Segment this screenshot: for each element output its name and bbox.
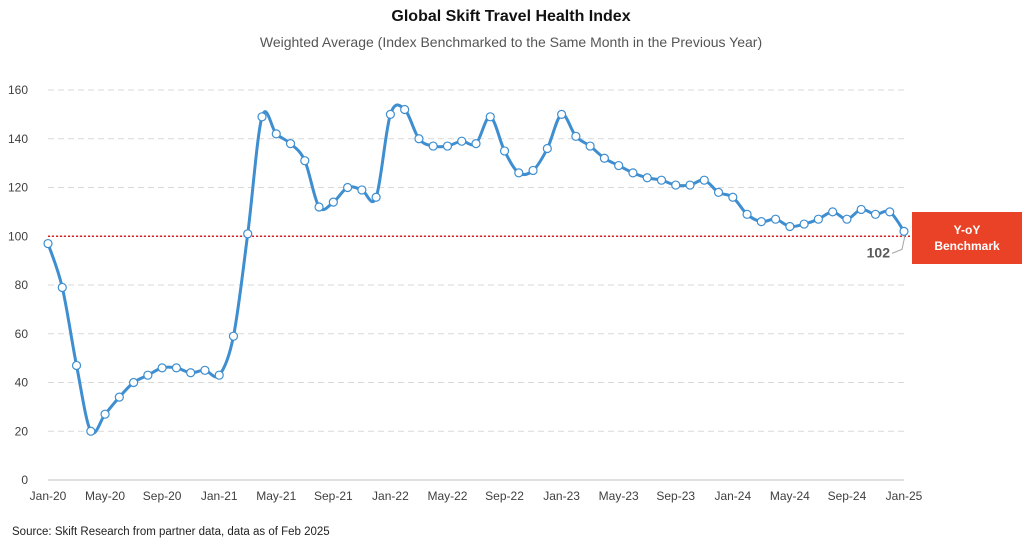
data-point [514, 168, 524, 178]
data-point [228, 331, 239, 341]
data-point [713, 187, 724, 197]
chart-title: Global Skift Travel Health Index [391, 8, 631, 25]
x-tick-label: Jan-24 [714, 489, 751, 503]
source-note: Source: Skift Research from partner data… [12, 526, 330, 538]
x-tick-label: May-22 [427, 489, 467, 503]
x-tick-label: Jan-25 [886, 489, 923, 503]
x-tick-label: Jan-22 [372, 489, 409, 503]
data-point [485, 112, 495, 122]
data-point [100, 409, 110, 419]
data-point [114, 392, 124, 402]
data-point [257, 112, 267, 122]
data-point [828, 207, 838, 217]
data-point [599, 153, 610, 163]
y-tick-label: 120 [8, 181, 28, 195]
data-point [842, 214, 852, 224]
data-point [86, 426, 96, 436]
benchmark-badge-line2: Benchmark [934, 239, 1000, 253]
data-point [685, 180, 695, 190]
data-point [614, 160, 624, 171]
data-point [428, 141, 438, 151]
data-point [856, 204, 866, 215]
data-point [129, 377, 139, 388]
data-point [770, 214, 781, 224]
x-tick-label: May-24 [770, 489, 810, 503]
x-tick-label: May-20 [85, 489, 125, 503]
data-point [57, 282, 67, 293]
data-point [400, 104, 410, 115]
x-tick-label: Jan-20 [30, 489, 67, 503]
y-tick-label: 60 [15, 327, 29, 341]
data-point [300, 156, 310, 166]
x-tick-label: Jan-23 [543, 489, 580, 503]
y-tick-label: 160 [8, 83, 28, 97]
data-point [171, 363, 181, 373]
series-line [46, 103, 906, 435]
x-tick-label: Sep-23 [656, 489, 695, 503]
data-point [328, 197, 338, 207]
data-point [656, 175, 667, 185]
x-tick-label: Jan-21 [201, 489, 238, 503]
last-value-leader [891, 235, 906, 254]
data-point [699, 175, 709, 185]
data-point [885, 207, 895, 217]
data-point [157, 363, 167, 373]
x-tick-label: May-21 [256, 489, 296, 503]
x-tick-label: Sep-24 [828, 489, 867, 503]
data-point [499, 146, 510, 156]
data-point [471, 139, 481, 149]
data-point [742, 209, 752, 219]
data-point [813, 214, 824, 224]
data-point [214, 370, 224, 380]
data-point [628, 168, 638, 178]
data-point [756, 217, 766, 227]
data-point [899, 226, 909, 236]
y-tick-label: 140 [8, 132, 28, 146]
data-point [285, 139, 296, 149]
data-point [671, 180, 681, 190]
x-tick-label: Sep-20 [143, 489, 182, 503]
y-tick-label: 40 [15, 376, 29, 390]
data-point [799, 219, 809, 229]
y-tick-label: 0 [21, 473, 28, 487]
data-point [585, 141, 595, 151]
data-point [314, 202, 324, 212]
y-tick-label: 20 [15, 424, 29, 438]
data-point [200, 365, 210, 375]
chart-subtitle: Weighted Average (Index Benchmarked to t… [259, 34, 763, 50]
last-value-label: 102 [867, 244, 891, 260]
data-point [43, 238, 53, 249]
data-point [556, 109, 567, 119]
data-point [642, 173, 652, 183]
data-point [143, 370, 153, 380]
data-point [870, 209, 881, 219]
benchmark-badge: Y-oY Benchmark [912, 212, 1022, 264]
data-point [457, 136, 467, 146]
data-point [728, 192, 738, 202]
data-point [414, 134, 424, 144]
data-point [343, 182, 353, 193]
data-point [528, 165, 538, 176]
x-tick-label: Sep-22 [485, 489, 524, 503]
data-point [371, 192, 381, 202]
data-point [357, 185, 367, 195]
y-tick-label: 80 [15, 278, 29, 292]
x-tick-label: Sep-21 [314, 489, 353, 503]
data-point [271, 129, 281, 139]
data-point [785, 221, 795, 232]
data-point [186, 368, 196, 378]
data-point [571, 131, 581, 141]
data-point [71, 360, 82, 371]
data-point [243, 229, 253, 239]
y-tick-label: 100 [8, 229, 28, 243]
data-point [442, 141, 453, 151]
data-point [542, 143, 552, 154]
data-point [385, 109, 395, 119]
x-tick-label: May-23 [599, 489, 639, 503]
benchmark-badge-line1: Y-oY [953, 223, 981, 237]
